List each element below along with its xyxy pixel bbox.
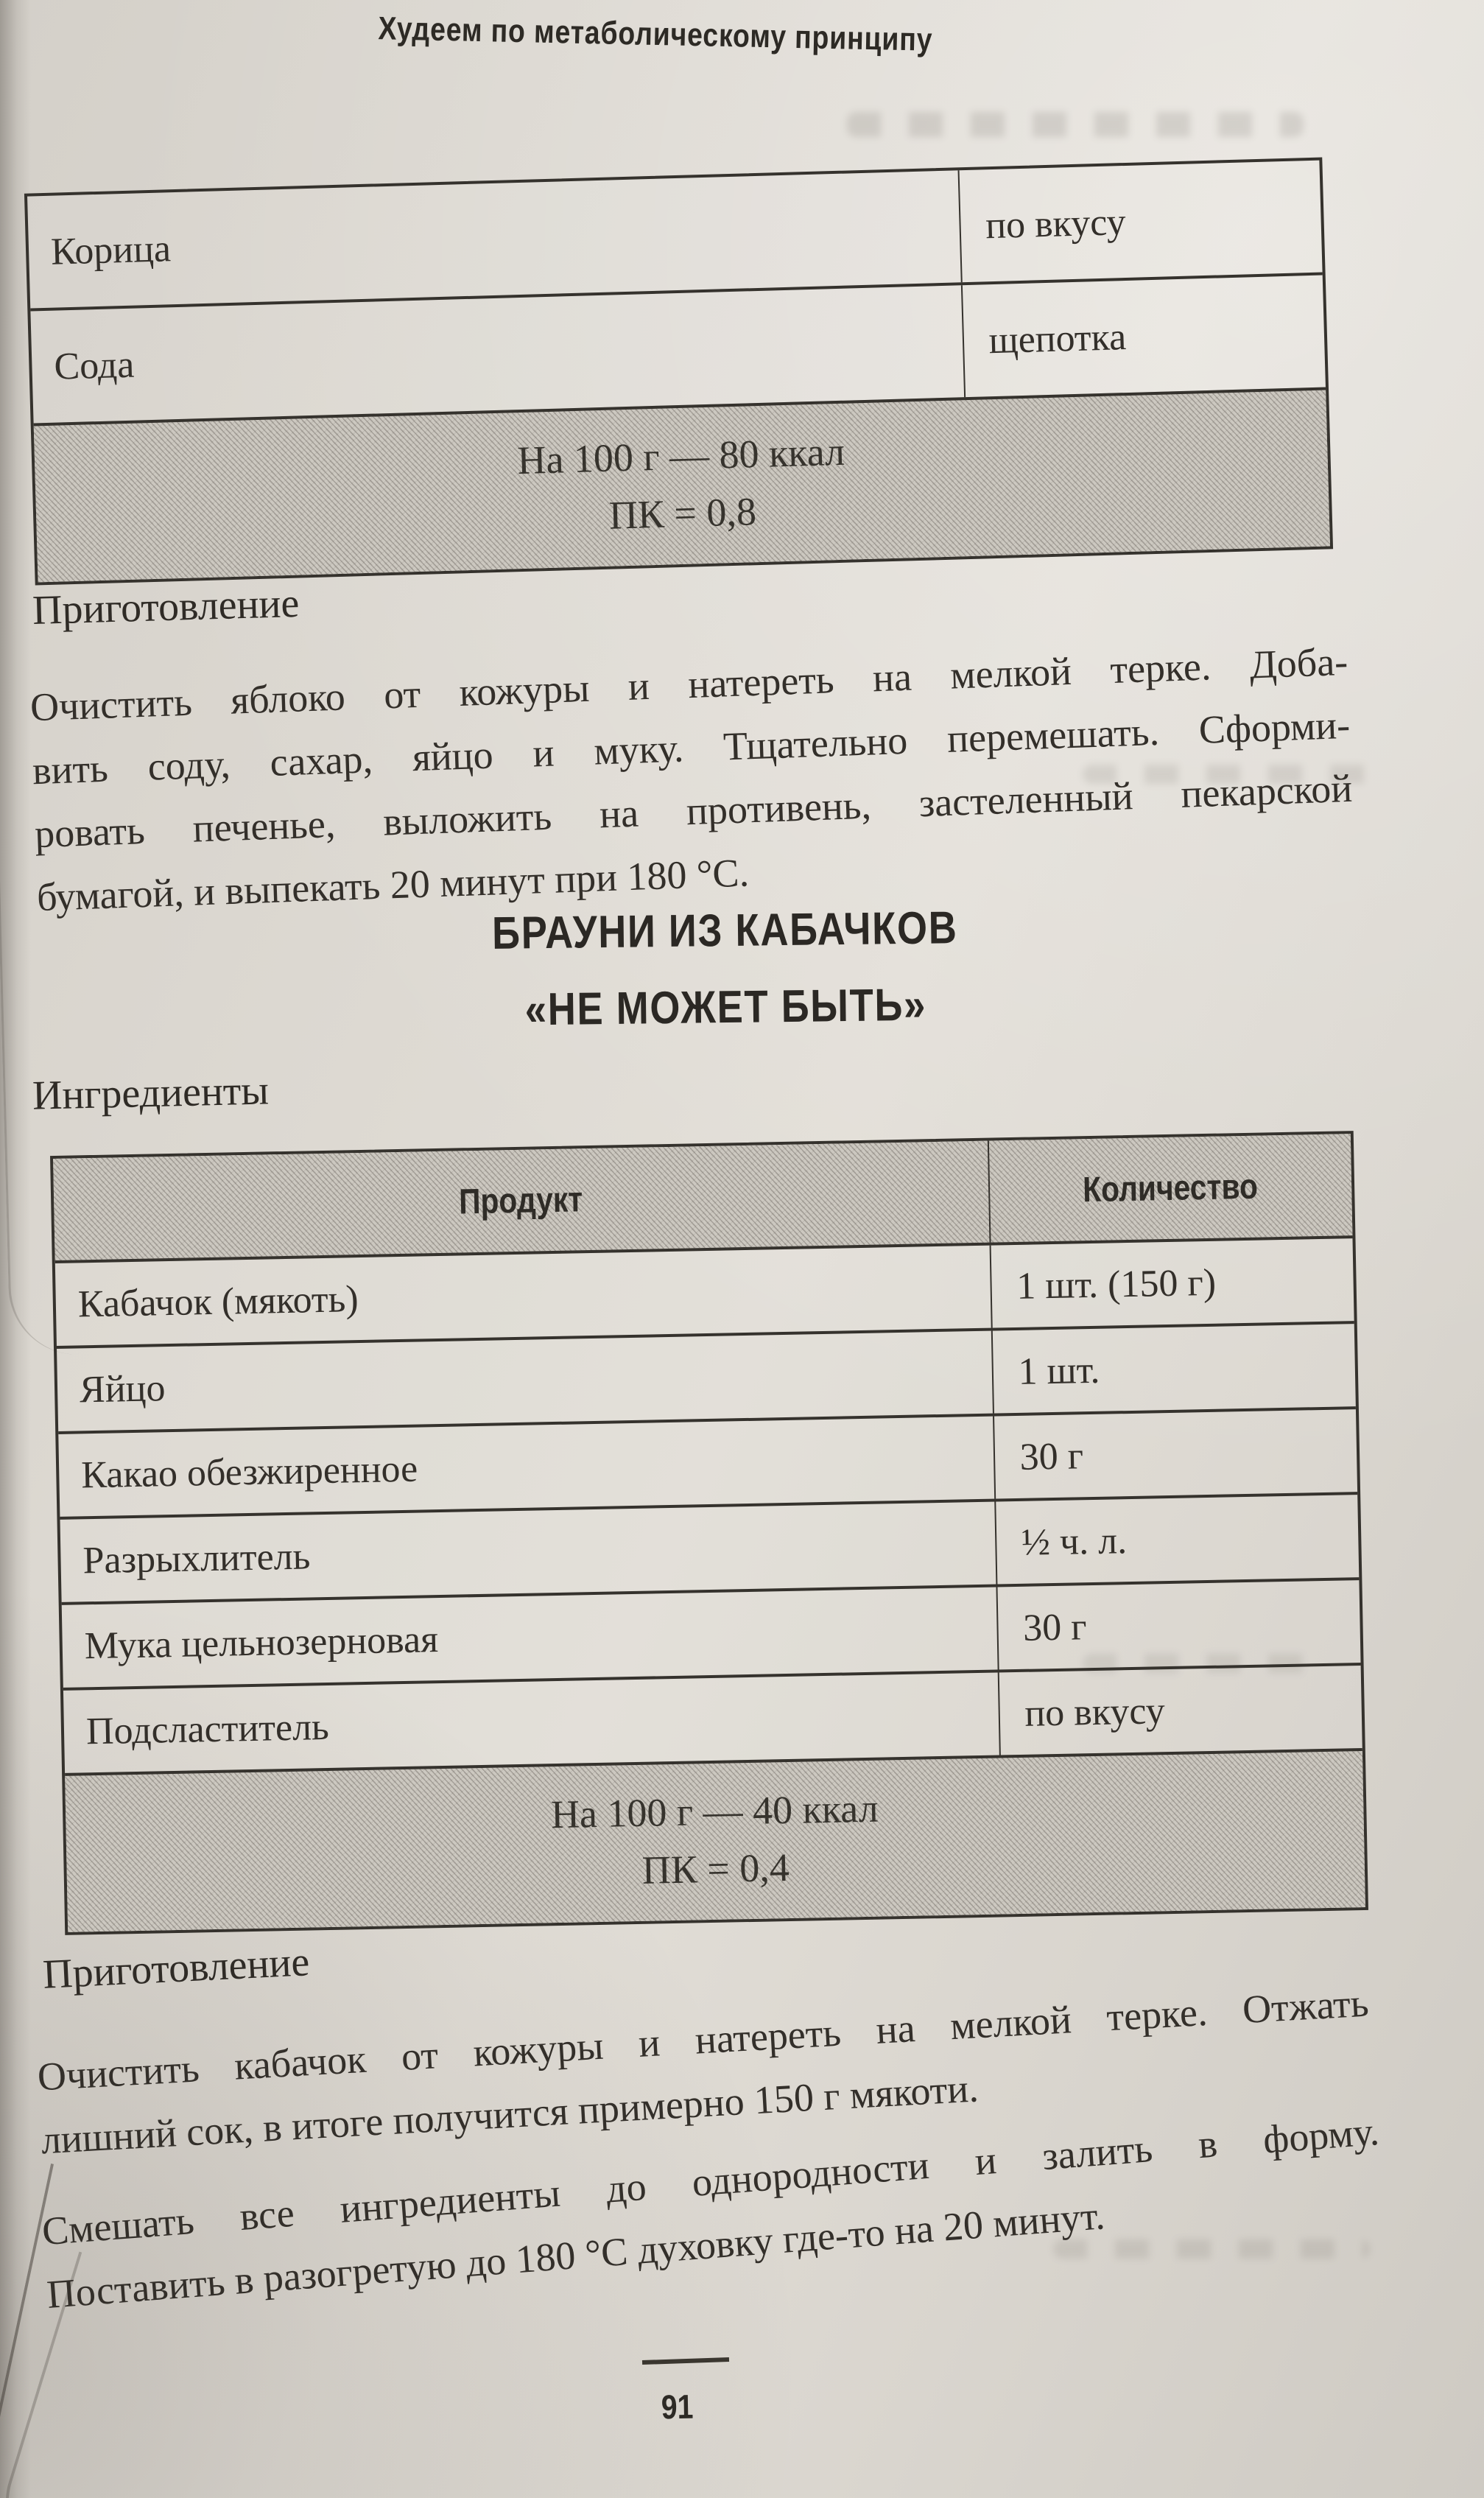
- ingredients-table-brownie: Продукт Количество Кабачок (мякоть) 1 шт…: [50, 1131, 1368, 1935]
- ingredients-heading: Ингредиенты: [32, 1067, 270, 1119]
- product-cell: Яйцо: [79, 1366, 166, 1411]
- ink-bleed-through: [1053, 2239, 1370, 2259]
- quantity-cell: щепотка: [960, 275, 1326, 398]
- product-cell: Сода: [53, 343, 135, 388]
- page-number: 91: [661, 2387, 694, 2427]
- product-cell: Разрыхлитель: [82, 1534, 311, 1582]
- product-cell: Корица: [50, 227, 172, 273]
- column-header-quantity: Количество: [987, 1134, 1353, 1243]
- product-cell: Кабачок (мякоть): [77, 1277, 359, 1325]
- ink-bleed-through: [1083, 1654, 1311, 1673]
- page-gutter-shadow: [0, 0, 31, 2498]
- product-cell: Мука цельнозерновая: [84, 1618, 439, 1667]
- column-header-product: Продукт: [459, 1179, 584, 1221]
- ink-bleed-through: [847, 112, 1304, 137]
- quantity-cell: по вкусу: [997, 1666, 1362, 1755]
- quantity-cell: 30 г: [996, 1580, 1361, 1670]
- footer-rule: [641, 2357, 730, 2365]
- ingredients-table-apple: Корица по вкусу Сода щепотка На 100 г — …: [24, 157, 1334, 586]
- quantity-cell: ½ ч. л.: [994, 1495, 1360, 1585]
- running-header-text: Худеем по метаболическому принципу: [378, 10, 933, 58]
- recipe-title: БРАУНИ ИЗ КАБАЧКОВ «НЕ МОЖЕТ БЫТЬ»: [0, 884, 1452, 1055]
- product-cell: Подсластитель: [85, 1705, 330, 1753]
- product-cell: Какао обезжиренное: [80, 1448, 418, 1496]
- quantity-cell: 1 шт.: [991, 1324, 1356, 1414]
- quantity-cell: 1 шт. (150 г): [989, 1238, 1354, 1328]
- recipe-title-line2: «НЕ МОЖЕТ БЫТЬ»: [524, 979, 927, 1036]
- running-header: Худеем по метаболическому принципу: [265, 8, 1047, 61]
- preparation-heading: Приготовление: [41, 1939, 311, 1998]
- quantity-cell: 30 г: [992, 1409, 1358, 1499]
- preparation-paragraph: Очистить яблоко от кожуры и натереть на …: [27, 586, 1355, 929]
- nutrition-summary-band: На 100 г — 40 ккал ПК = 0,4: [65, 1748, 1365, 1932]
- recipe-title-line1: БРАУНИ ИЗ КАБАЧКОВ: [491, 902, 958, 959]
- ink-bleed-through: [1083, 765, 1377, 784]
- quantity-cell: по вкусу: [957, 160, 1323, 283]
